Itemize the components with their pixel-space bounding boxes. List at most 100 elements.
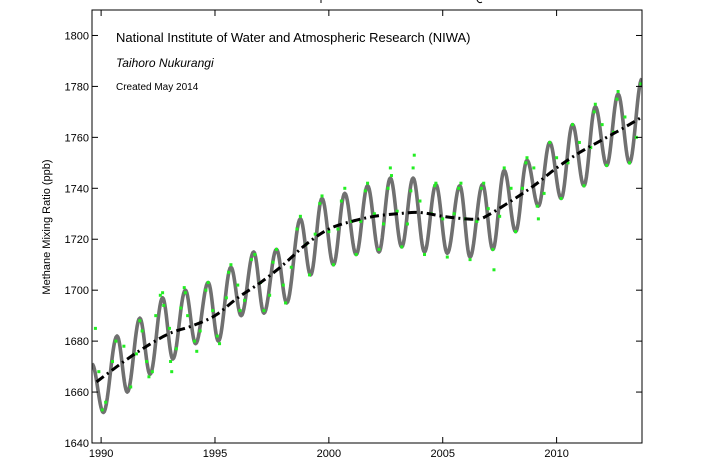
measurement-point xyxy=(224,296,228,300)
measurement-point xyxy=(548,140,552,144)
measurement-point xyxy=(377,247,381,251)
x-tick-label: 1990 xyxy=(89,448,113,460)
measurement-point xyxy=(169,359,173,363)
measurement-point xyxy=(343,186,347,190)
measurement-point xyxy=(331,263,335,267)
measurement-point xyxy=(555,156,559,160)
plot-clip-group xyxy=(92,77,642,415)
measurement-point xyxy=(104,400,108,404)
measurement-point xyxy=(372,212,376,216)
measurement-point xyxy=(284,301,288,305)
measurement-point xyxy=(129,385,133,389)
measurement-point xyxy=(262,309,266,313)
plot-frame xyxy=(91,9,643,444)
measurement-point xyxy=(161,291,165,295)
measurement-point xyxy=(559,196,563,200)
measurement-point xyxy=(411,166,415,170)
annotations: National Institute of Water and Atmosphe… xyxy=(116,30,471,93)
measurement-point xyxy=(482,181,486,185)
measurement-point xyxy=(520,186,524,190)
measurement-point xyxy=(366,181,370,185)
measurement-point xyxy=(623,115,627,119)
measurement-point xyxy=(179,306,183,310)
y-tick-label: 1660 xyxy=(65,387,89,399)
measurement-point xyxy=(140,329,144,333)
measurement-point xyxy=(134,352,138,356)
measurement-point xyxy=(138,319,142,323)
measurement-point xyxy=(514,230,518,234)
measurement-point xyxy=(445,255,449,259)
measurement-point xyxy=(336,227,340,231)
measurement-point xyxy=(206,281,210,285)
measurement-point xyxy=(498,214,502,218)
measurement-point xyxy=(615,97,619,101)
measurement-point xyxy=(389,174,393,178)
measurement-point xyxy=(111,359,114,363)
measurement-point xyxy=(388,166,392,170)
measurement-point xyxy=(457,186,461,190)
measurement-point xyxy=(354,253,358,257)
measurement-point xyxy=(441,217,445,221)
annotation-maori-name: Taihoro Nukurangi xyxy=(116,56,214,70)
measurement-point xyxy=(236,283,240,287)
measurement-point xyxy=(114,339,118,343)
measurement-point xyxy=(566,161,570,165)
measurement-point xyxy=(97,370,101,374)
measurement-point xyxy=(268,293,272,297)
measurement-point xyxy=(271,260,275,264)
measurement-point xyxy=(409,189,413,193)
y-tick-label: 1680 xyxy=(65,336,89,348)
measurement-point xyxy=(318,202,322,206)
measurement-point xyxy=(147,375,151,379)
y-tick-label: 1720 xyxy=(65,234,89,246)
measurement-point xyxy=(289,265,293,269)
measurement-point xyxy=(395,209,399,213)
measurement-point xyxy=(100,408,104,412)
measurement-point xyxy=(412,153,416,157)
measurement-point xyxy=(524,161,528,165)
measurement-point xyxy=(434,181,438,185)
measurement-point xyxy=(359,219,363,223)
y-tick-label: 1800 xyxy=(65,30,89,42)
measurement-point xyxy=(93,326,97,330)
annotation-institute: National Institute of Water and Atmosphe… xyxy=(116,30,471,45)
measurement-point xyxy=(475,219,479,223)
title-descender-fragment xyxy=(476,0,483,4)
y-tick-label: 1700 xyxy=(65,285,89,297)
measurement-point xyxy=(229,263,233,267)
measurement-point xyxy=(186,314,190,318)
measurement-point xyxy=(400,245,404,249)
measurement-point xyxy=(182,286,186,290)
measurement-point xyxy=(183,291,187,295)
y-tick-label: 1760 xyxy=(65,132,89,144)
measurement-point xyxy=(363,189,367,193)
measurement-point xyxy=(616,90,620,94)
measurement-point xyxy=(162,303,166,307)
measurement-point xyxy=(468,258,472,262)
measurement-point xyxy=(145,359,149,363)
series-measurements xyxy=(93,82,642,412)
measurement-point xyxy=(491,247,495,251)
measurement-point xyxy=(274,247,278,251)
measurement-point xyxy=(423,253,427,257)
measurement-point xyxy=(593,102,597,106)
measurement-point xyxy=(167,326,171,330)
measurement-point xyxy=(582,184,586,188)
y-axis-label: Methane Mixing Ratio (ppb) xyxy=(41,159,53,294)
measurement-point xyxy=(174,347,178,351)
measurement-point xyxy=(238,309,242,313)
measurement-point xyxy=(479,186,483,190)
axis-ticks: 1990 1995 2000 2005 2010 1640 1660 1680 1700 1720… xyxy=(65,10,642,460)
measurement-point xyxy=(249,258,253,262)
measurement-point xyxy=(592,110,596,114)
measurement-point xyxy=(150,370,154,374)
measurement-point xyxy=(281,283,285,287)
measurement-point xyxy=(509,186,513,190)
measurement-point xyxy=(227,270,231,274)
series-line-trend xyxy=(95,115,642,384)
measurement-point xyxy=(433,184,437,188)
clipped-title-fragments xyxy=(320,0,483,4)
x-tick-label: 2000 xyxy=(317,448,341,460)
